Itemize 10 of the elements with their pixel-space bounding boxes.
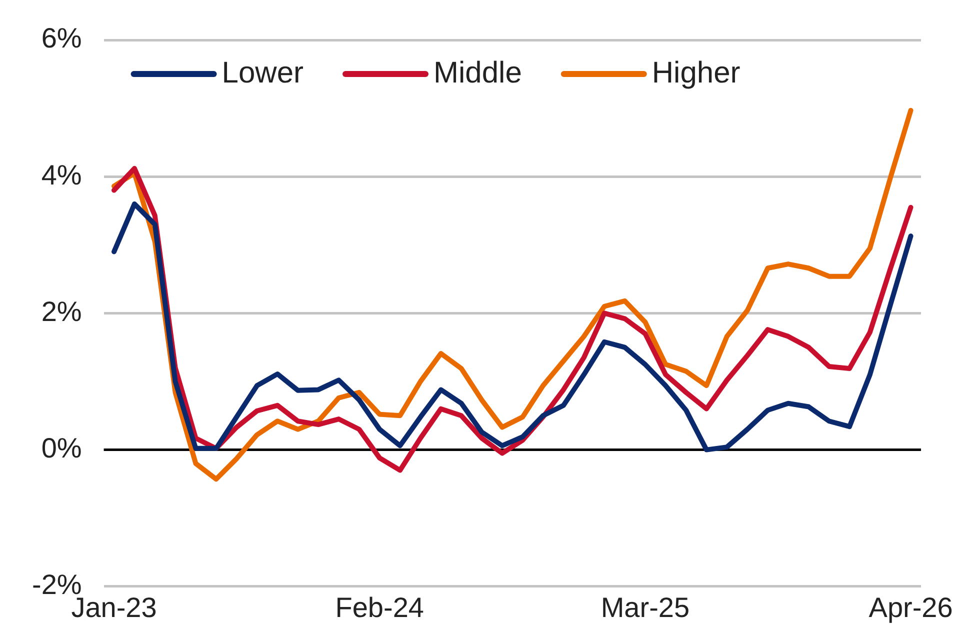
x-tick-label: Apr-26: [868, 592, 953, 623]
legend-label: Lower: [222, 56, 304, 90]
y-tick-label: 6%: [41, 22, 82, 54]
y-tick-label: 0%: [41, 432, 82, 464]
y-tick-label: 4%: [41, 159, 82, 190]
x-tick-label: Feb-24: [335, 592, 424, 623]
x-tick-label: Mar-25: [600, 592, 690, 623]
legend-label: Middle: [434, 56, 522, 90]
legend-label: Higher: [652, 56, 740, 90]
y-tick-label: 2%: [41, 296, 82, 327]
